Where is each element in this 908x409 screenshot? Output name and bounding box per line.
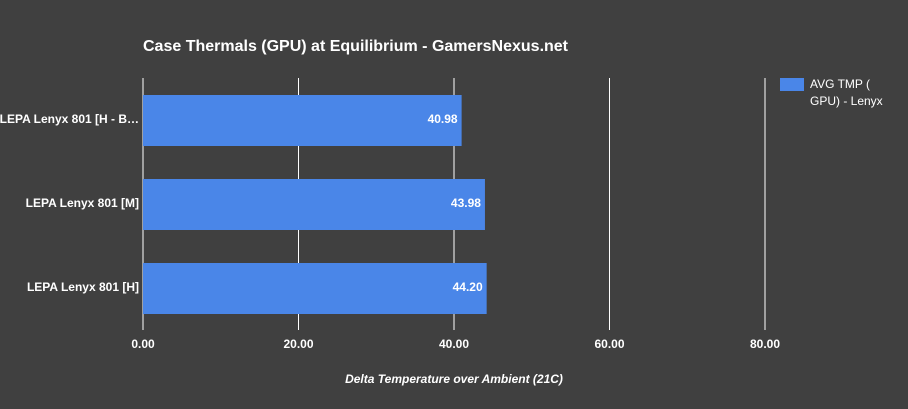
value-label: 43.98 (451, 196, 481, 210)
x-tick-label: 0.00 (131, 337, 155, 351)
x-axis-title: Delta Temperature over Ambient (21C) (345, 372, 563, 386)
x-tick-label: 80.00 (750, 337, 780, 351)
legend-line: AVG TMP ( (810, 77, 870, 91)
legend-label: AVG TMP ( GPU) - Lenyx (810, 77, 883, 108)
legend-swatch (780, 78, 804, 91)
x-tick-label: 20.00 (283, 337, 313, 351)
bar (143, 179, 485, 230)
x-tick-label: 40.00 (439, 337, 469, 351)
value-label: 40.98 (428, 112, 458, 126)
y-tick-label: LEPA Lenyx 801 [M] (26, 196, 139, 210)
bar (143, 263, 487, 314)
x-tick-label: 60.00 (594, 337, 624, 351)
value-label: 44.20 (453, 280, 483, 294)
y-tick-label: LEPA Lenyx 801 [H] (27, 280, 139, 294)
y-tick-label: LEPA Lenyx 801 [H - B… (0, 112, 139, 126)
bar (143, 95, 462, 146)
chart-title: Case Thermals (GPU) at Equilibrium - Gam… (143, 38, 569, 55)
legend-line: GPU) - Lenyx (810, 94, 883, 108)
